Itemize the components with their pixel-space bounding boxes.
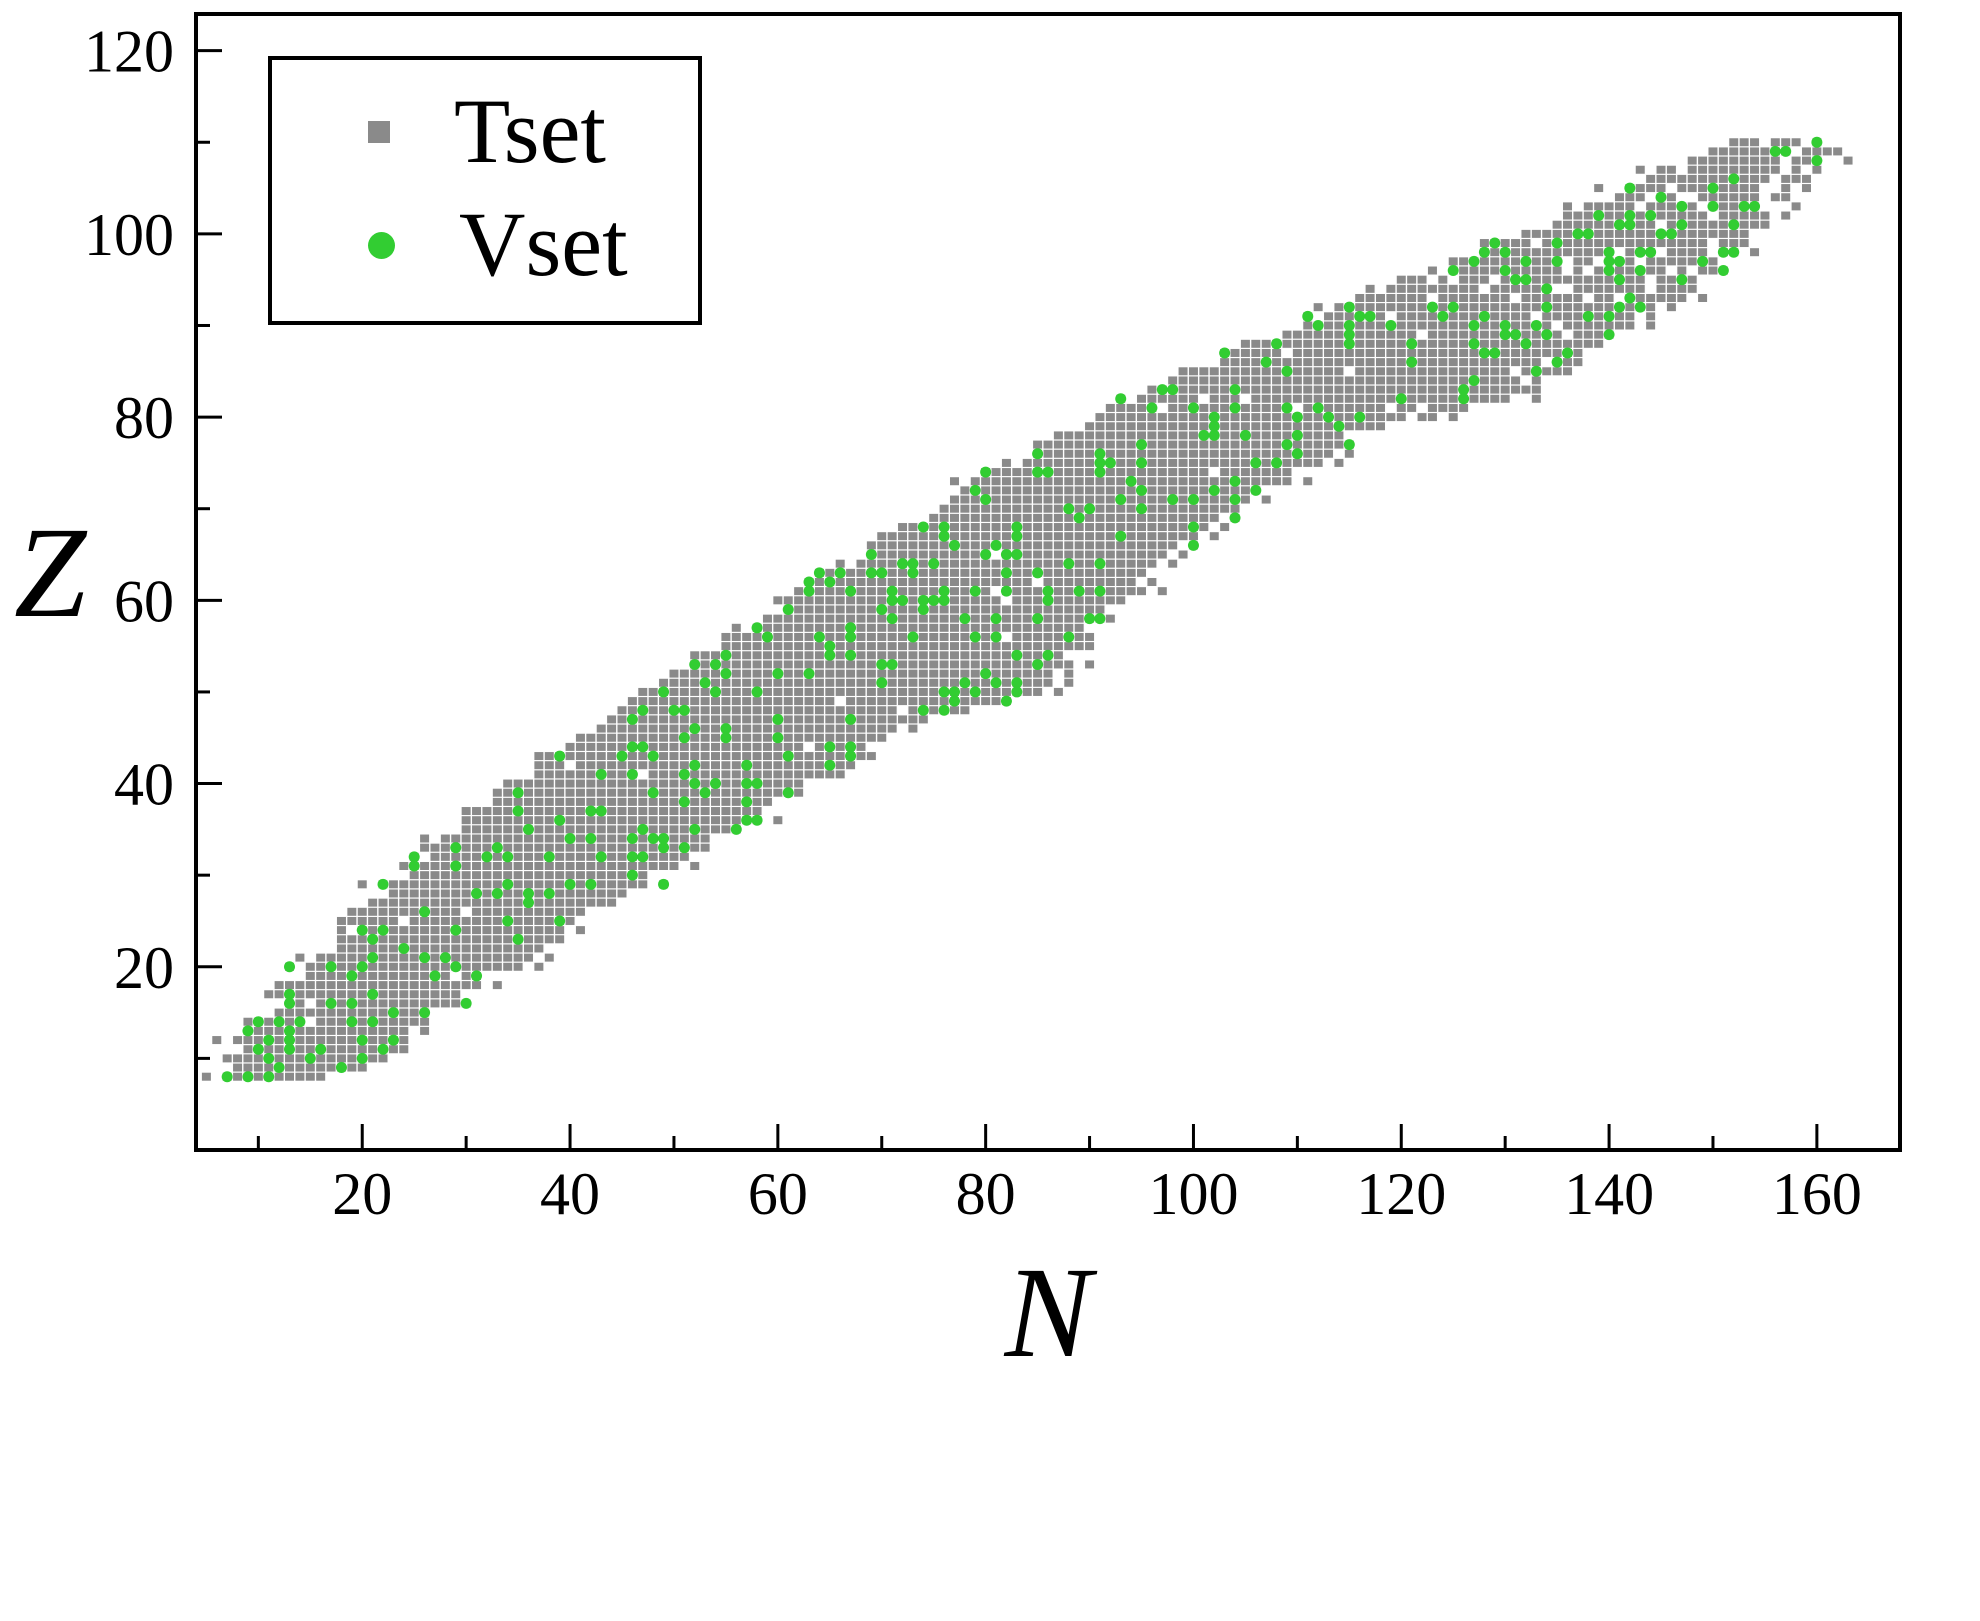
svg-text:20: 20: [332, 1161, 392, 1227]
legend-entry-tset: Tset: [368, 80, 628, 182]
svg-text:120: 120: [84, 19, 174, 85]
x-axis-label: N: [1004, 1241, 1092, 1385]
svg-text:160: 160: [1772, 1161, 1862, 1227]
svg-text:80: 80: [956, 1161, 1016, 1227]
svg-text:100: 100: [1148, 1161, 1238, 1227]
legend-label-vset: Vset: [459, 193, 628, 296]
legend-entry-vset: Vset: [368, 193, 628, 296]
svg-text:120: 120: [1356, 1161, 1446, 1227]
legend-label-tset: Tset: [454, 80, 606, 182]
svg-text:100: 100: [84, 202, 174, 268]
svg-text:20: 20: [114, 935, 174, 1001]
tset-square-marker-icon: [368, 120, 390, 143]
svg-text:60: 60: [748, 1161, 808, 1227]
y-axis-label: Z: [14, 501, 87, 645]
svg-text:40: 40: [540, 1161, 600, 1227]
svg-text:60: 60: [114, 568, 174, 634]
legend: Tset Vset: [268, 56, 702, 325]
svg-text:40: 40: [114, 752, 174, 818]
svg-text:140: 140: [1564, 1161, 1654, 1227]
vset-circle-marker-icon: [368, 231, 395, 259]
svg-text:80: 80: [114, 385, 174, 451]
